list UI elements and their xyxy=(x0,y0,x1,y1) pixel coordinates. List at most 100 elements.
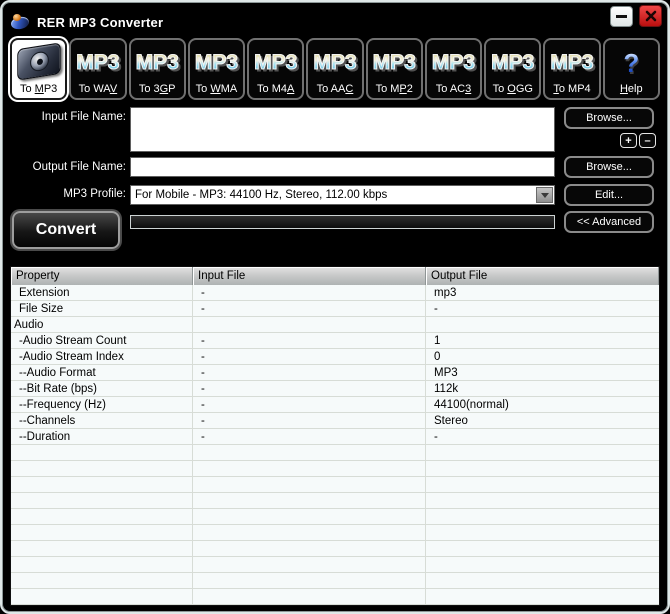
cell-property: --Frequency (Hz) xyxy=(11,397,193,412)
cell-property: Audio xyxy=(11,317,193,332)
toolbar: To MP3 MP3 To WAV MP3 To 3GP MP3 To WMA … xyxy=(10,38,660,100)
cell-property xyxy=(11,573,193,588)
close-button[interactable] xyxy=(639,5,662,27)
cell-output-file xyxy=(426,525,659,540)
cell-output-file xyxy=(426,557,659,572)
cell-input-file xyxy=(193,445,426,460)
toolbar-button-to-wav[interactable]: MP3 To WAV xyxy=(69,38,127,100)
mp3-badge-icon: MP3 xyxy=(194,50,239,74)
table-row xyxy=(11,525,659,541)
table-row xyxy=(11,557,659,573)
cell-output-file: - xyxy=(434,430,438,443)
mp3-badge-icon: MP3 xyxy=(76,50,120,74)
toolbar-button-label: To 3GP xyxy=(138,83,176,95)
cell-property: Extension xyxy=(11,285,193,300)
minimize-button[interactable] xyxy=(610,5,633,27)
toolbar-button-to-mp2[interactable]: MP3 To MP2 xyxy=(365,38,423,100)
toolbar-button-to-aac[interactable]: MP3 To AAC xyxy=(306,38,364,100)
progress-bar xyxy=(130,215,555,229)
app-logo-icon xyxy=(9,13,31,31)
column-header-input-file[interactable]: Input File xyxy=(193,267,426,285)
toolbar-button-label: Help xyxy=(619,83,643,95)
add-file-button[interactable]: + xyxy=(620,133,637,148)
cell-input-file xyxy=(193,477,426,492)
cell-output-file xyxy=(426,493,659,508)
browse-input-button[interactable]: Browse... xyxy=(564,107,654,129)
cell-property xyxy=(11,445,193,460)
cell-input-file: - xyxy=(193,381,426,396)
cell-output-file: 44100(normal) xyxy=(434,398,509,411)
table-row xyxy=(11,541,659,557)
cell-input-file xyxy=(193,525,426,540)
mp3-badge-icon: MP3 xyxy=(313,50,357,74)
cell-input-file xyxy=(193,589,426,604)
cell-input-file xyxy=(193,557,426,572)
table-row xyxy=(11,493,659,509)
toolbar-button-to-ac3[interactable]: MP3 To AC3 xyxy=(424,38,483,100)
column-header-property[interactable]: Property xyxy=(11,267,193,285)
toolbar-button-to-mp4[interactable]: MP3 To MP4 xyxy=(543,38,601,100)
toolbar-button-to-mp3[interactable]: To MP3 xyxy=(10,38,68,100)
toolbar-button-label: To WAV xyxy=(78,83,118,95)
cell-property: --Channels xyxy=(11,413,193,428)
toolbar-button-to-3gp[interactable]: MP3 To 3GP xyxy=(128,38,186,100)
cell-input-file: - xyxy=(193,333,426,348)
cell-output-file: 1 xyxy=(434,334,441,347)
table-row xyxy=(11,589,659,605)
cell-output-file: MP3 xyxy=(434,366,458,379)
table-row: --Frequency (Hz) - 44100(normal) xyxy=(11,397,659,413)
cell-input-file xyxy=(193,573,426,588)
input-file-field[interactable] xyxy=(130,107,555,152)
cell-property xyxy=(11,589,193,604)
mp3-profile-select[interactable]: For Mobile - MP3: 44100 Hz, Stereo, 112.… xyxy=(130,185,555,205)
cell-output-file: Stereo xyxy=(434,414,468,427)
toolbar-button-label: To OGG xyxy=(492,83,533,95)
toolbar-button-help[interactable]: ? Help xyxy=(602,38,660,100)
edit-profile-button[interactable]: Edit... xyxy=(564,184,654,206)
output-file-field[interactable] xyxy=(130,157,555,177)
output-file-label: Output File Name: xyxy=(32,161,126,173)
table-row xyxy=(11,477,659,493)
toolbar-button-label: To M4A xyxy=(257,83,295,95)
mp3-badge-icon: MP3 xyxy=(135,50,179,74)
advanced-toggle-button[interactable]: << Advanced xyxy=(564,211,654,233)
column-header-output-file[interactable]: Output File xyxy=(426,267,659,285)
cell-output-file xyxy=(426,477,659,492)
cell-property xyxy=(11,525,193,540)
help-icon: ? xyxy=(623,47,640,78)
table-row xyxy=(11,509,659,525)
mp3-badge-icon: MP3 xyxy=(431,50,476,74)
minimize-icon xyxy=(616,14,627,18)
toolbar-button-label: To MP4 xyxy=(553,83,591,95)
cell-output-file: - xyxy=(434,302,438,315)
cell-output-file xyxy=(426,445,659,460)
toolbar-button-to-m4a[interactable]: MP3 To M4A xyxy=(247,38,305,100)
cd-player-icon xyxy=(16,42,61,81)
cell-property: -Audio Stream Index xyxy=(11,349,193,364)
titlebar: RER MP3 Converter xyxy=(8,8,662,36)
cell-output-file xyxy=(426,509,659,524)
toolbar-button-label: To WMA xyxy=(195,83,238,95)
toolbar-button-to-wma[interactable]: MP3 To WMA xyxy=(187,38,246,100)
mp3-badge-icon: MP3 xyxy=(254,50,298,74)
table-row: File Size - - xyxy=(11,301,659,317)
cell-output-file: 0 xyxy=(434,350,441,363)
browse-output-button[interactable]: Browse... xyxy=(564,156,654,178)
remove-file-button[interactable]: – xyxy=(639,133,656,148)
convert-button[interactable]: Convert xyxy=(12,211,120,249)
mp3-profile-label: MP3 Profile: xyxy=(63,188,126,200)
cell-property xyxy=(11,541,193,556)
table-row: Audio xyxy=(11,317,659,333)
cell-output-file xyxy=(426,541,659,556)
cell-property xyxy=(11,493,193,508)
input-file-label: Input File Name: xyxy=(41,111,126,123)
toolbar-button-label: To MP3 xyxy=(19,83,58,95)
mp3-profile-dropdown-button[interactable] xyxy=(536,187,553,203)
toolbar-button-to-ogg[interactable]: MP3 To OGG xyxy=(484,38,542,100)
table-row: --Bit Rate (bps) - 112k xyxy=(11,381,659,397)
cell-input-file: - xyxy=(193,397,426,412)
cell-input-file: - xyxy=(193,365,426,380)
cell-property xyxy=(11,557,193,572)
close-icon xyxy=(645,10,656,22)
